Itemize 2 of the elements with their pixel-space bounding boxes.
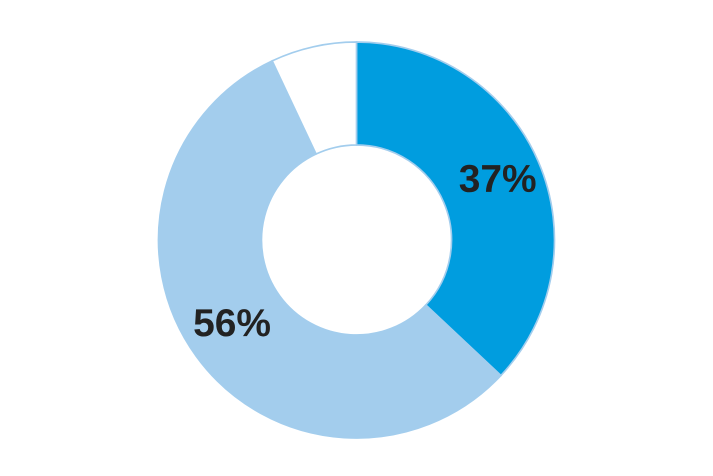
data-label: 37% bbox=[460, 164, 536, 192]
data-label: 56% bbox=[194, 309, 270, 337]
